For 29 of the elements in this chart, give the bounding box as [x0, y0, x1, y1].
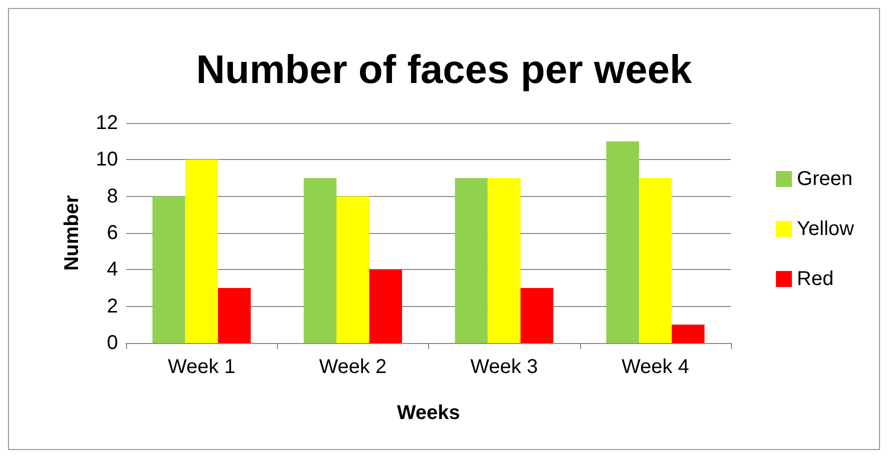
chart-title: Number of faces per week [196, 48, 693, 92]
y-tick-label: 12 [96, 112, 118, 134]
bar [638, 178, 672, 343]
bar [454, 178, 488, 343]
legend-label: Yellow [796, 218, 855, 240]
bar [185, 160, 218, 343]
y-tick-label: 8 [106, 185, 118, 208]
y-tick-label: 4 [106, 258, 118, 281]
x-axis-title: Weeks [396, 402, 460, 424]
bar [672, 324, 705, 343]
bar [304, 178, 336, 343]
x-tick-label: Week 4 [622, 356, 690, 378]
bar [488, 178, 521, 343]
bar [606, 141, 639, 343]
bar [369, 270, 402, 343]
y-tick-label: 0 [106, 332, 118, 354]
bar [520, 288, 554, 343]
x-tick-label: Week 1 [168, 356, 236, 378]
y-axis-title: Number [61, 195, 83, 271]
x-tick-label: Week 2 [319, 356, 387, 378]
legend-label: Green [796, 168, 853, 190]
x-tick-label: Week 3 [470, 356, 538, 378]
bar [152, 196, 186, 343]
y-tick-label: 2 [106, 295, 118, 318]
bar [336, 196, 370, 343]
bar [218, 288, 251, 343]
y-tick-label: 6 [106, 222, 118, 244]
y-tick-label: 10 [96, 148, 118, 171]
legend-label: Red [796, 268, 834, 290]
